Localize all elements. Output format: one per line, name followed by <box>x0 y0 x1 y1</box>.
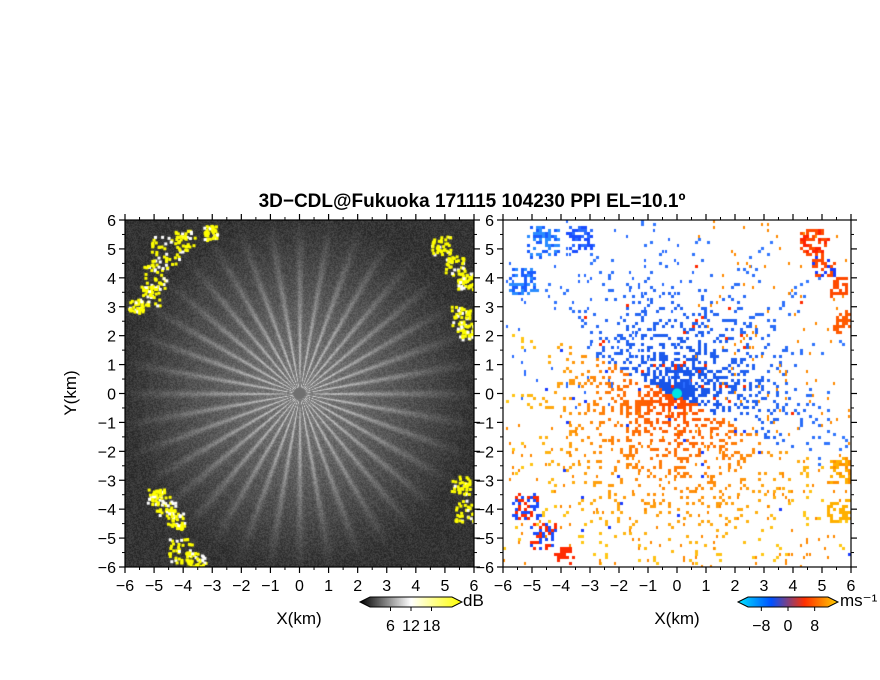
velocity-xtick-label: 3 <box>760 578 769 595</box>
velocity-ytick-label: 4 <box>485 271 494 288</box>
velocity-xtick-label: 2 <box>731 578 740 595</box>
velocity-xtick-label: −6 <box>494 578 512 595</box>
velocity-ytick-label: −3 <box>476 473 494 490</box>
velocity-xtick-label: −4 <box>552 578 570 595</box>
velocity-xtick-label: 6 <box>847 578 856 595</box>
reflectivity-colorbar-unit: dB <box>463 591 484 610</box>
reflectivity-xlabel: X(km) <box>276 609 321 628</box>
velocity-axes: −6 −5 −4 −3 −2 −1 0 1 2 3 4 5 6 −6 −5 −4 −3 −2 −1 0 1 2 3 4 5 6 <box>476 213 857 595</box>
velocity-ytick-label: −2 <box>476 444 494 461</box>
velocity-xlabel: X(km) <box>654 609 699 628</box>
velocity-colorbar-bar <box>736 596 840 608</box>
velocity-xtick-label: −2 <box>610 578 628 595</box>
velocity-ytick-label: 5 <box>485 242 494 259</box>
reflectivity-xtick-label: 2 <box>353 578 362 595</box>
reflectivity-colorbar-bar <box>358 596 464 608</box>
velocity-ytick-label: 3 <box>485 300 494 317</box>
reflectivity-xtick-label: −1 <box>261 578 279 595</box>
reflectivity-xtick-label: −2 <box>232 578 250 595</box>
reflectivity-ytick-label: 3 <box>107 300 116 317</box>
velocity-xtick-label: 0 <box>673 578 682 595</box>
velocity-ytick-label: −4 <box>476 502 494 519</box>
velocity-ytick-label: 0 <box>485 387 494 404</box>
reflectivity-xtick-label: −6 <box>116 578 134 595</box>
velocity-xtick-label: 5 <box>818 578 827 595</box>
reflectivity-xtick-label: 0 <box>295 578 304 595</box>
reflectivity-xtick-label: 3 <box>382 578 391 595</box>
velocity-ytick-label: 1 <box>485 358 494 375</box>
reflectivity-ytick-label: −2 <box>98 444 116 461</box>
velocity-xtick-label: 1 <box>702 578 711 595</box>
velocity-ytick-label: −6 <box>476 560 494 577</box>
velocity-image <box>503 220 851 567</box>
reflectivity-ylabel: Y(km) <box>61 370 80 415</box>
reflectivity-colorbar-tick-label: 18 <box>423 618 441 635</box>
reflectivity-ytick-label: −4 <box>98 502 116 519</box>
reflectivity-ytick-label: −1 <box>98 415 116 432</box>
reflectivity-colorbar: 6 12 18 dB <box>358 591 484 635</box>
velocity-ytick-label: 6 <box>485 213 494 230</box>
figure-title: 3D−CDL@Fukuoka 171115 104230 PPI EL=10.1… <box>259 191 686 212</box>
reflectivity-xtick-label: 4 <box>411 578 420 595</box>
reflectivity-colorbar-tick-label: 6 <box>386 618 395 635</box>
velocity-colorbar-tick-label: 8 <box>810 618 819 635</box>
velocity-ytick-label: −1 <box>476 415 494 432</box>
reflectivity-xtick-label: 6 <box>470 578 479 595</box>
velocity-xtick-label: 4 <box>789 578 798 595</box>
reflectivity-ytick-label: −6 <box>98 560 116 577</box>
velocity-colorbar-unit: ms⁻¹ <box>840 591 878 610</box>
reflectivity-ytick-label: −3 <box>98 473 116 490</box>
velocity-xtick-label: −1 <box>639 578 657 595</box>
reflectivity-xtick-label: 1 <box>324 578 333 595</box>
reflectivity-xtick-label: 5 <box>440 578 449 595</box>
reflectivity-image <box>125 220 474 567</box>
reflectivity-ytick-label: 4 <box>107 271 116 288</box>
reflectivity-ytick-label: 5 <box>107 242 116 259</box>
velocity-ytick-label: −5 <box>476 531 494 548</box>
velocity-xtick-label: −3 <box>581 578 599 595</box>
reflectivity-ytick-label: 2 <box>107 329 116 346</box>
reflectivity-ytick-label: 0 <box>107 387 116 404</box>
velocity-panel: −6 −5 −4 −3 −2 −1 0 1 2 3 4 5 6 −6 −5 −4 −3 −2 −1 0 1 2 3 4 5 6 X… <box>476 213 878 635</box>
reflectivity-colorbar-tick-label: 12 <box>402 618 420 635</box>
reflectivity-xtick-label: −3 <box>203 578 221 595</box>
reflectivity-ytick-label: 1 <box>107 358 116 375</box>
reflectivity-xtick-label: −4 <box>174 578 192 595</box>
velocity-colorbar-tick-label: 0 <box>784 618 793 635</box>
reflectivity-ytick-label: −5 <box>98 531 116 548</box>
velocity-xtick-label: −5 <box>523 578 541 595</box>
velocity-colorbar: −8 0 8 ms⁻¹ <box>736 591 878 635</box>
velocity-ytick-label: 2 <box>485 329 494 346</box>
velocity-colorbar-tick-label: −8 <box>752 618 770 635</box>
reflectivity-ytick-label: 6 <box>107 213 116 230</box>
reflectivity-axes: −6 −5 −4 −3 −2 −1 0 1 2 3 4 5 6 −6 −5 −4 −3 −2 −1 0 1 2 3 4 5 6 <box>98 213 480 595</box>
reflectivity-xtick-label: −5 <box>145 578 163 595</box>
